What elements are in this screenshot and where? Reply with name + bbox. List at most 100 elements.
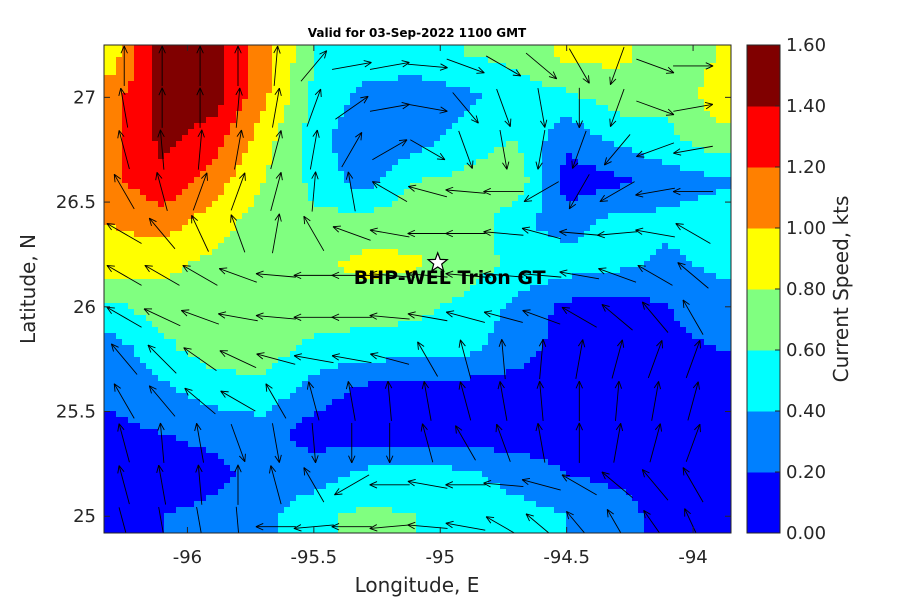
speed-cell (272, 219, 279, 226)
speed-cell (332, 309, 339, 316)
speed-cell (146, 63, 153, 70)
speed-cell (464, 315, 471, 322)
speed-cell (716, 57, 723, 64)
speed-cell (578, 321, 585, 328)
speed-cell (380, 279, 387, 286)
speed-cell (326, 315, 333, 322)
speed-cell (392, 45, 399, 52)
speed-cell (344, 141, 351, 148)
speed-cell (116, 147, 123, 154)
speed-cell (182, 279, 189, 286)
speed-cell (710, 153, 717, 160)
speed-cell (164, 141, 171, 148)
speed-cell (428, 261, 435, 268)
speed-cell (266, 117, 273, 124)
speed-cell (656, 141, 663, 148)
speed-cell (614, 303, 621, 310)
speed-cell (368, 45, 375, 52)
speed-cell (218, 93, 225, 100)
speed-cell (410, 201, 417, 208)
speed-cell (224, 75, 231, 82)
speed-cell (668, 255, 675, 262)
speed-cell (494, 201, 501, 208)
speed-cell (152, 75, 159, 82)
speed-cell (338, 81, 345, 88)
speed-cell (206, 195, 213, 202)
speed-cell (236, 111, 243, 118)
speed-cell (374, 303, 381, 310)
speed-cell (380, 321, 387, 328)
speed-cell (236, 57, 243, 64)
speed-cell (458, 315, 465, 322)
speed-cell (440, 309, 447, 316)
speed-cell (110, 231, 117, 238)
speed-cell (662, 57, 669, 64)
speed-cell (704, 201, 711, 208)
speed-cell (230, 255, 237, 262)
speed-cell (302, 153, 309, 160)
speed-cell (542, 69, 549, 76)
speed-cell (428, 219, 435, 226)
speed-cell (128, 81, 135, 88)
speed-cell (356, 177, 363, 184)
speed-cell (254, 117, 261, 124)
speed-cell (272, 249, 279, 256)
speed-cell (512, 309, 519, 316)
speed-cell (116, 291, 123, 298)
speed-cell (530, 45, 537, 52)
speed-cell (386, 189, 393, 196)
speed-cell (494, 81, 501, 88)
speed-cell (482, 285, 489, 292)
speed-cell (566, 129, 573, 136)
speed-cell (128, 291, 135, 298)
speed-cell (488, 225, 495, 232)
speed-cell (146, 291, 153, 298)
speed-cell (602, 177, 609, 184)
speed-cell (104, 231, 111, 238)
speed-cell (218, 297, 225, 304)
speed-cell (350, 69, 357, 76)
speed-cell (644, 153, 651, 160)
speed-cell (350, 309, 357, 316)
speed-cell (338, 309, 345, 316)
speed-cell (314, 45, 321, 52)
speed-cell (614, 237, 621, 244)
speed-cell (638, 147, 645, 154)
speed-cell (506, 57, 513, 64)
speed-cell (602, 99, 609, 106)
speed-cell (242, 207, 249, 214)
speed-cell (470, 135, 477, 142)
speed-cell (152, 207, 159, 214)
speed-cell (476, 81, 483, 88)
speed-cell (440, 237, 447, 244)
speed-cell (260, 117, 267, 124)
speed-cell (152, 261, 159, 268)
speed-cell (212, 321, 219, 328)
speed-cell (698, 189, 705, 196)
speed-cell (416, 237, 423, 244)
speed-cell (416, 153, 423, 160)
speed-cell (524, 279, 531, 286)
speed-cell (650, 45, 657, 52)
speed-cell (608, 291, 615, 298)
speed-cell (686, 195, 693, 202)
speed-cell (560, 99, 567, 106)
speed-cell (488, 129, 495, 136)
speed-cell (512, 321, 519, 328)
speed-cell (536, 129, 543, 136)
speed-cell (236, 237, 243, 244)
speed-cell (548, 153, 555, 160)
speed-cell (638, 309, 645, 316)
speed-cell (170, 147, 177, 154)
speed-cell (524, 153, 531, 160)
speed-cell (458, 159, 465, 166)
speed-cell (704, 87, 711, 94)
speed-cell (620, 75, 627, 82)
speed-cell (668, 219, 675, 226)
speed-cell (530, 147, 537, 154)
speed-cell (572, 225, 579, 232)
speed-cell (356, 195, 363, 202)
speed-cell (398, 141, 405, 148)
speed-cell (554, 183, 561, 190)
speed-cell (146, 309, 153, 316)
